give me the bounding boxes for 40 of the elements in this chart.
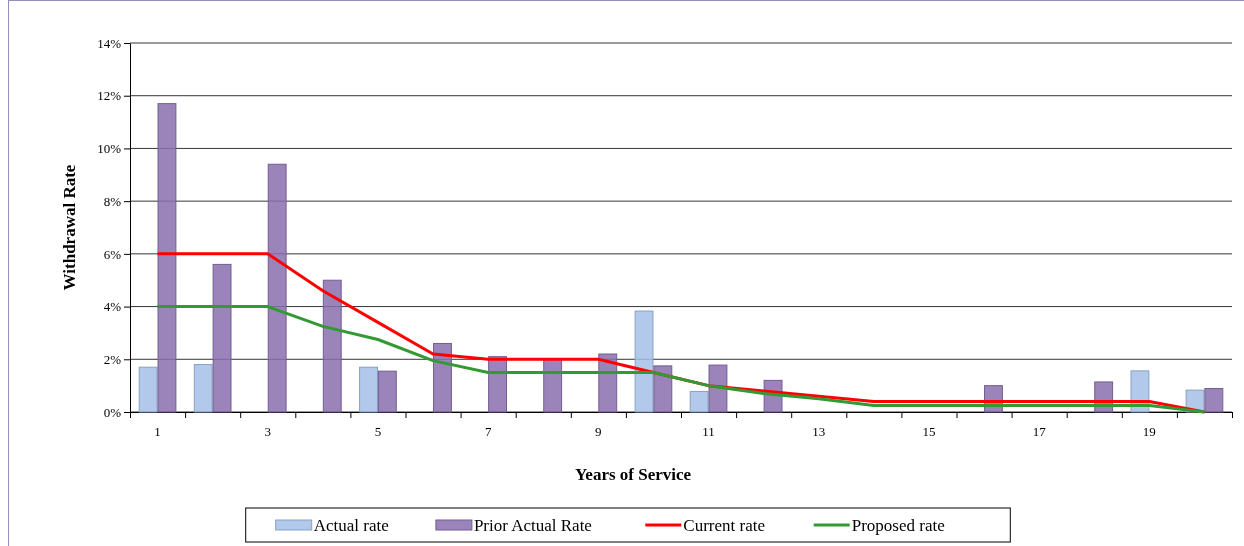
bar bbox=[689, 390, 709, 413]
bar bbox=[157, 103, 177, 413]
legend-label: Proposed rate bbox=[851, 516, 945, 535]
bar bbox=[193, 364, 213, 413]
bar bbox=[543, 358, 563, 413]
legend-label: Prior Actual Rate bbox=[473, 516, 592, 535]
bar bbox=[212, 263, 232, 413]
y-tick-label: 8% bbox=[103, 193, 122, 209]
bar bbox=[322, 279, 342, 413]
bar bbox=[433, 342, 452, 413]
y-axis-title: Withdrawal Rate bbox=[60, 164, 79, 291]
y-tick-label: 0% bbox=[103, 404, 122, 420]
y-tick-label: 6% bbox=[103, 246, 122, 262]
bar bbox=[138, 366, 158, 413]
bar bbox=[653, 365, 673, 413]
bar bbox=[377, 370, 397, 413]
y-tick-label: 14% bbox=[97, 35, 122, 51]
bar bbox=[1204, 388, 1224, 413]
legend-label: Current rate bbox=[683, 516, 765, 535]
x-tick-label: 1 bbox=[154, 424, 161, 439]
y-tick-label: 4% bbox=[103, 299, 122, 315]
x-tick-label: 11 bbox=[702, 424, 715, 439]
x-tick-label: 3 bbox=[264, 424, 271, 439]
bar bbox=[359, 366, 378, 413]
x-tick-label: 13 bbox=[812, 424, 826, 439]
y-tick-label: 10% bbox=[97, 141, 122, 157]
x-axis-title: Years of Service bbox=[574, 465, 692, 484]
x-tick-label: 5 bbox=[374, 424, 382, 439]
bar bbox=[267, 163, 287, 413]
x-tick-label: 19 bbox=[1142, 424, 1156, 439]
legend-label: Actual rate bbox=[313, 516, 389, 535]
x-tick-label: 15 bbox=[922, 424, 936, 439]
y-tick-label: 12% bbox=[97, 88, 122, 104]
x-tick-label: 9 bbox=[595, 424, 602, 439]
bar bbox=[634, 310, 654, 413]
bar bbox=[708, 364, 728, 413]
x-tick-label: 7 bbox=[484, 424, 492, 439]
y-tick-label: 2% bbox=[103, 351, 122, 367]
line-series bbox=[156, 305, 1206, 414]
x-tick-label: 17 bbox=[1032, 424, 1047, 439]
